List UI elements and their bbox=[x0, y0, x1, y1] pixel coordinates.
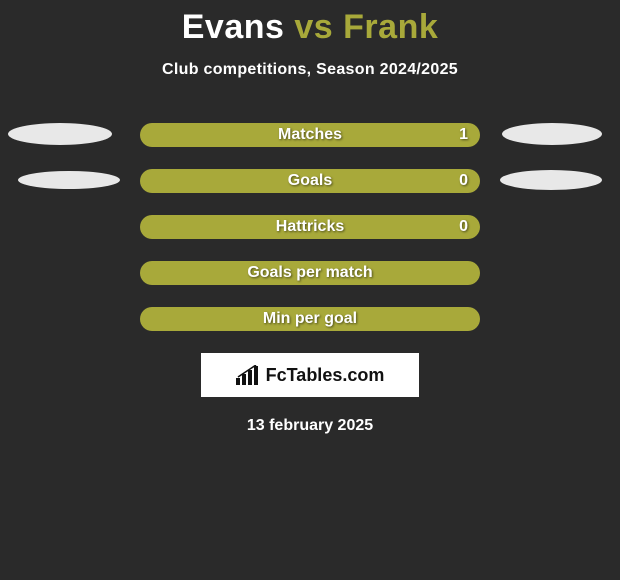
stat-row-goals: Goals 0 bbox=[0, 169, 620, 193]
stat-bar: Goals 0 bbox=[140, 169, 480, 193]
right-ellipse-matches bbox=[502, 123, 602, 145]
left-ellipse-goals bbox=[18, 171, 120, 189]
player2-name: Frank bbox=[343, 8, 438, 46]
stat-row-hattricks: Hattricks 0 bbox=[0, 215, 620, 239]
stat-label: Goals bbox=[288, 172, 332, 190]
stat-bar: Matches 1 bbox=[140, 123, 480, 147]
brand-logo: FcTables.com bbox=[236, 365, 385, 386]
comparison-title: Evans vs Frank bbox=[0, 0, 620, 47]
stat-label: Hattricks bbox=[276, 218, 344, 236]
player1-name: Evans bbox=[182, 8, 285, 46]
stat-bar: Goals per match bbox=[140, 261, 480, 285]
stat-bar: Min per goal bbox=[140, 307, 480, 331]
chart-bars-icon bbox=[236, 365, 262, 385]
stat-value: 0 bbox=[459, 218, 468, 236]
brand-logo-box: FcTables.com bbox=[201, 353, 419, 397]
stat-label: Matches bbox=[278, 126, 342, 144]
stat-rows: Matches 1 Goals 0 Hattricks 0 Goals per … bbox=[0, 123, 620, 331]
subtitle: Club competitions, Season 2024/2025 bbox=[0, 61, 620, 79]
stat-value: 1 bbox=[459, 126, 468, 144]
left-ellipse-matches bbox=[8, 123, 112, 145]
date-text: 13 february 2025 bbox=[0, 417, 620, 435]
stat-label: Min per goal bbox=[263, 310, 357, 328]
stat-row-goals-per-match: Goals per match bbox=[0, 261, 620, 285]
right-ellipse-goals bbox=[500, 170, 602, 190]
stat-row-matches: Matches 1 bbox=[0, 123, 620, 147]
vs-text: vs bbox=[294, 8, 333, 46]
stat-label: Goals per match bbox=[247, 264, 372, 282]
stat-value: 0 bbox=[459, 172, 468, 190]
brand-text: FcTables.com bbox=[266, 365, 385, 386]
stat-row-min-per-goal: Min per goal bbox=[0, 307, 620, 331]
stat-bar: Hattricks 0 bbox=[140, 215, 480, 239]
